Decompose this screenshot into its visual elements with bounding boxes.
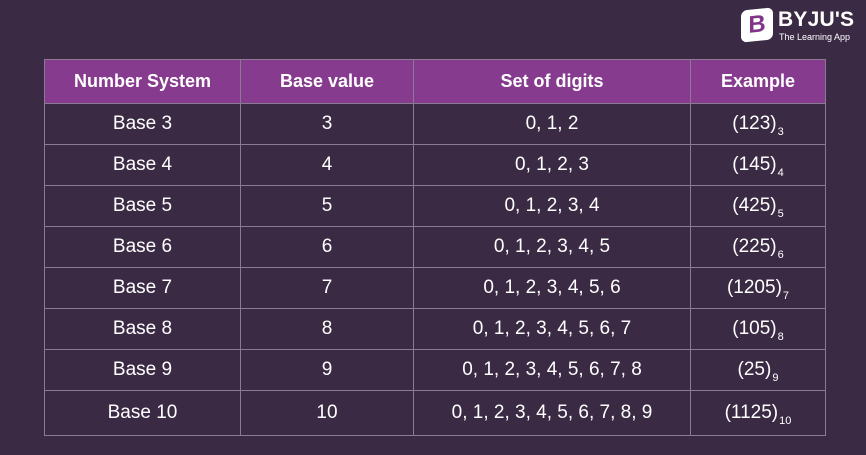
- example-number: (425): [732, 195, 777, 216]
- number-system-table: Number System Base value Set of digits E…: [44, 59, 826, 436]
- byjus-logo: B BYJU'S The Learning App: [741, 7, 859, 45]
- header-example: Example: [690, 59, 826, 104]
- cell-number-system: Base 9: [44, 349, 241, 391]
- example-base-subscript: 8: [777, 331, 784, 343]
- example-base-subscript: 5: [777, 208, 784, 220]
- table-row: Base 3 3 0, 1, 2 (123)3: [44, 103, 826, 145]
- cell-example: (25)9: [690, 349, 826, 391]
- cell-base-value: 10: [240, 390, 414, 436]
- table-row: Base 8 8 0, 1, 2, 3, 4, 5, 6, 7 (105)8: [44, 308, 826, 350]
- example-base-subscript: 3: [777, 126, 784, 138]
- table-row: Base 9 9 0, 1, 2, 3, 4, 5, 6, 7, 8 (25)9: [44, 349, 826, 391]
- cell-set-of-digits: 0, 1, 2, 3, 4, 5, 6, 7, 8: [413, 349, 691, 391]
- example-number: (25): [737, 359, 772, 380]
- table-row: Base 5 5 0, 1, 2, 3, 4 (425)5: [44, 185, 826, 227]
- example-number: (1205): [726, 277, 782, 298]
- example-base-subscript: 9: [772, 372, 779, 384]
- cell-number-system: Base 5: [44, 185, 241, 227]
- cell-number-system: Base 7: [44, 267, 241, 309]
- table-row: Base 6 6 0, 1, 2, 3, 4, 5 (225)6: [44, 226, 826, 268]
- brand-name: BYJU'S: [778, 8, 855, 31]
- cell-base-value: 4: [240, 144, 414, 186]
- table-row: Base 4 4 0, 1, 2, 3 (145)4: [44, 144, 826, 186]
- cell-set-of-digits: 0, 1, 2, 3, 4, 5, 6: [413, 267, 691, 309]
- cell-set-of-digits: 0, 1, 2, 3, 4: [413, 185, 691, 227]
- cell-example: (1205)7: [690, 267, 826, 309]
- cell-number-system: Base 6: [44, 226, 241, 268]
- byjus-logo-letter: B: [748, 10, 766, 39]
- table-header-row: Number System Base value Set of digits E…: [44, 59, 826, 104]
- cell-base-value: 8: [240, 308, 414, 350]
- cell-number-system: Base 8: [44, 308, 241, 350]
- byjus-logo-mark: B: [741, 7, 773, 43]
- cell-set-of-digits: 0, 1, 2, 3: [413, 144, 691, 186]
- example-base-subscript: 6: [777, 249, 784, 261]
- cell-number-system: Base 4: [44, 144, 241, 186]
- cell-number-system: Base 10: [44, 390, 241, 436]
- brand-tagline: The Learning App: [779, 32, 851, 42]
- cell-base-value: 6: [240, 226, 414, 268]
- header-set-of-digits: Set of digits: [413, 59, 691, 104]
- table-row: Base 10 10 0, 1, 2, 3, 4, 5, 6, 7, 8, 9 …: [44, 390, 826, 436]
- cell-example: (145)4: [690, 144, 826, 186]
- cell-set-of-digits: 0, 1, 2, 3, 4, 5: [413, 226, 691, 268]
- cell-base-value: 7: [240, 267, 414, 309]
- cell-example: (1125)10: [690, 390, 826, 436]
- cell-base-value: 5: [240, 185, 414, 227]
- cell-set-of-digits: 0, 1, 2, 3, 4, 5, 6, 7: [413, 308, 691, 350]
- table-row: Base 7 7 0, 1, 2, 3, 4, 5, 6 (1205)7: [44, 267, 826, 309]
- example-number: (145): [732, 154, 777, 175]
- cell-example: (425)5: [690, 185, 826, 227]
- header-base-value: Base value: [240, 59, 414, 104]
- cell-number-system: Base 3: [44, 103, 241, 145]
- cell-example: (225)6: [690, 226, 826, 268]
- example-base-subscript: 4: [777, 167, 784, 179]
- example-number: (225): [732, 236, 777, 257]
- cell-example: (123)3: [690, 103, 826, 145]
- cell-example: (105)8: [690, 308, 826, 350]
- example-number: (1125): [724, 402, 779, 423]
- cell-set-of-digits: 0, 1, 2, 3, 4, 5, 6, 7, 8, 9: [413, 390, 691, 436]
- example-number: (105): [732, 318, 777, 339]
- example-base-subscript: 10: [779, 415, 792, 427]
- example-base-subscript: 7: [782, 290, 790, 302]
- example-number: (123): [732, 113, 777, 134]
- cell-base-value: 3: [240, 103, 414, 145]
- header-number-system: Number System: [44, 59, 241, 104]
- cell-set-of-digits: 0, 1, 2: [413, 103, 691, 145]
- cell-base-value: 9: [240, 349, 414, 391]
